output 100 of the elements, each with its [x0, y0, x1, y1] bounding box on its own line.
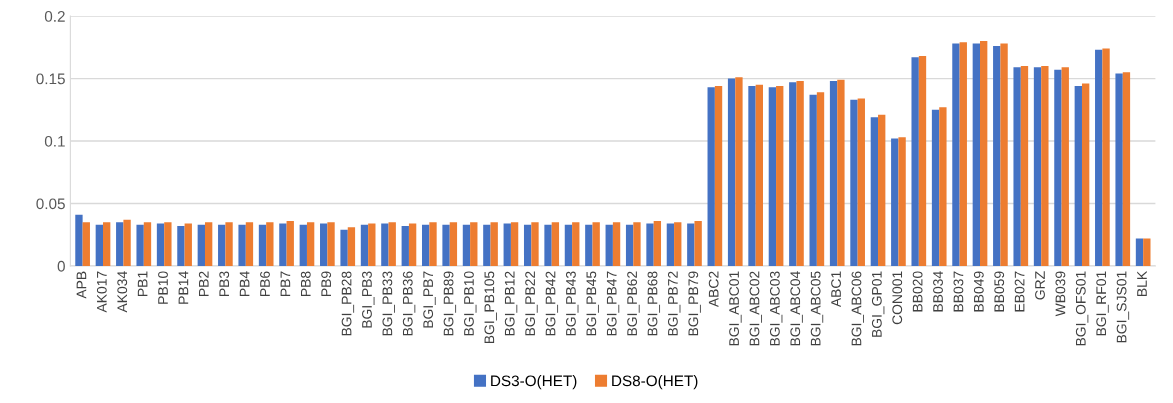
x-tick-label: BGI_PB43: [566, 271, 579, 336]
bar: [320, 223, 328, 266]
y-tick-label: 0.2: [44, 10, 65, 22]
x-tick-label: BGI_GP01: [871, 271, 885, 337]
bar: [727, 78, 736, 266]
bar: [510, 222, 519, 266]
bar: [286, 221, 294, 266]
x-tick-label: PB14: [178, 271, 189, 304]
bar: [694, 221, 702, 266]
bar: [503, 223, 511, 266]
bar: [523, 224, 532, 266]
bar: [551, 222, 560, 266]
bar: [544, 224, 552, 266]
bar: [666, 223, 675, 266]
bar: [748, 86, 756, 266]
bar: [299, 224, 307, 266]
bar: [829, 81, 838, 266]
x-tick-label: BB049: [973, 271, 984, 312]
x-tick-label: BGI_ABC04: [790, 271, 803, 346]
bar: [633, 222, 641, 266]
bar: [1013, 67, 1021, 266]
bar: [646, 223, 654, 266]
bar: [116, 222, 124, 266]
x-tick-label: PB2: [198, 271, 209, 296]
bar: [857, 98, 865, 266]
y-tick-label: 0.1: [44, 135, 65, 147]
x-tick-label: BGI_PB68: [647, 271, 661, 336]
x-tick-label: PB7: [280, 271, 291, 296]
x-tick-label: PB8: [300, 271, 311, 296]
bar: [837, 79, 845, 266]
bar: [687, 223, 695, 266]
bar: [776, 86, 784, 266]
bar: [789, 82, 797, 266]
x-tick-label: CON001: [892, 271, 903, 325]
bar: [82, 222, 90, 266]
x-tick-label: BGI_PB33: [382, 271, 395, 336]
bar: [421, 224, 430, 266]
bar: [939, 107, 947, 266]
bar: [816, 92, 825, 266]
bar: [1095, 49, 1103, 266]
bar: [197, 224, 205, 266]
x-tick-label: PB3: [219, 271, 230, 296]
x-tick-label: BGI_ABC02: [749, 271, 763, 346]
bar: [768, 87, 777, 266]
bar: [891, 138, 899, 266]
bar: [1081, 83, 1090, 266]
bar: [103, 222, 111, 266]
x-tick-label: BGI_PB22: [525, 271, 538, 336]
bar: [972, 43, 981, 266]
x-tick-label: BB020: [912, 271, 923, 312]
x-tick-label: PB1: [137, 271, 148, 296]
x-tick-label: AK017: [96, 271, 107, 313]
bar: [1074, 86, 1082, 266]
bar: [878, 114, 886, 266]
bar: [156, 223, 165, 266]
bar: [993, 46, 1001, 266]
legend-label: DS8-O(HET): [612, 375, 698, 390]
bar: [401, 226, 409, 266]
bar: [931, 109, 940, 266]
bar: [483, 224, 491, 266]
bar: [918, 56, 927, 266]
bar: [870, 117, 879, 266]
bar: [911, 57, 919, 266]
legend-label: DS3-O(HET): [491, 375, 577, 390]
bar: [429, 222, 437, 266]
x-tick-label: BGI_PB45: [586, 271, 599, 336]
x-tick-label: BLK: [1137, 271, 1147, 296]
bar: [306, 222, 315, 266]
x-tick-label: BGI_PB72: [667, 271, 681, 336]
bar: [388, 222, 396, 266]
bar: [592, 222, 600, 266]
x-tick-label: BGI_PB47: [606, 271, 620, 336]
bar: [360, 224, 369, 266]
bar: [605, 224, 613, 266]
x-tick-label: BGI_SJS01: [1116, 271, 1130, 343]
bar: [177, 226, 185, 266]
bar: [1143, 238, 1151, 266]
x-tick-label: EB027: [1014, 271, 1025, 312]
bar: [1122, 72, 1131, 266]
bar: [164, 222, 172, 266]
bar: [1000, 43, 1008, 266]
bar: [266, 222, 274, 266]
bar: [225, 222, 233, 266]
x-tick-label: BB059: [994, 271, 1005, 312]
bar: [347, 227, 356, 266]
x-tick-label: BGI_ABC06: [851, 271, 864, 346]
bar: [564, 224, 573, 266]
bar: [674, 222, 682, 266]
x-tick-label: BGI_PB89: [443, 271, 457, 336]
x-tick-label: BGI_PB3: [362, 271, 375, 328]
x-tick-label: BGI_PB42: [545, 271, 559, 336]
bar: [1054, 69, 1062, 266]
x-tick-label: GRZ: [1035, 271, 1045, 300]
bar: [809, 94, 817, 266]
bar: [218, 224, 226, 266]
y-tick-label: 0: [57, 260, 65, 272]
bar: [449, 222, 458, 266]
bar: [959, 42, 967, 266]
x-tick-label: APB: [76, 271, 87, 299]
bar: [136, 224, 144, 266]
